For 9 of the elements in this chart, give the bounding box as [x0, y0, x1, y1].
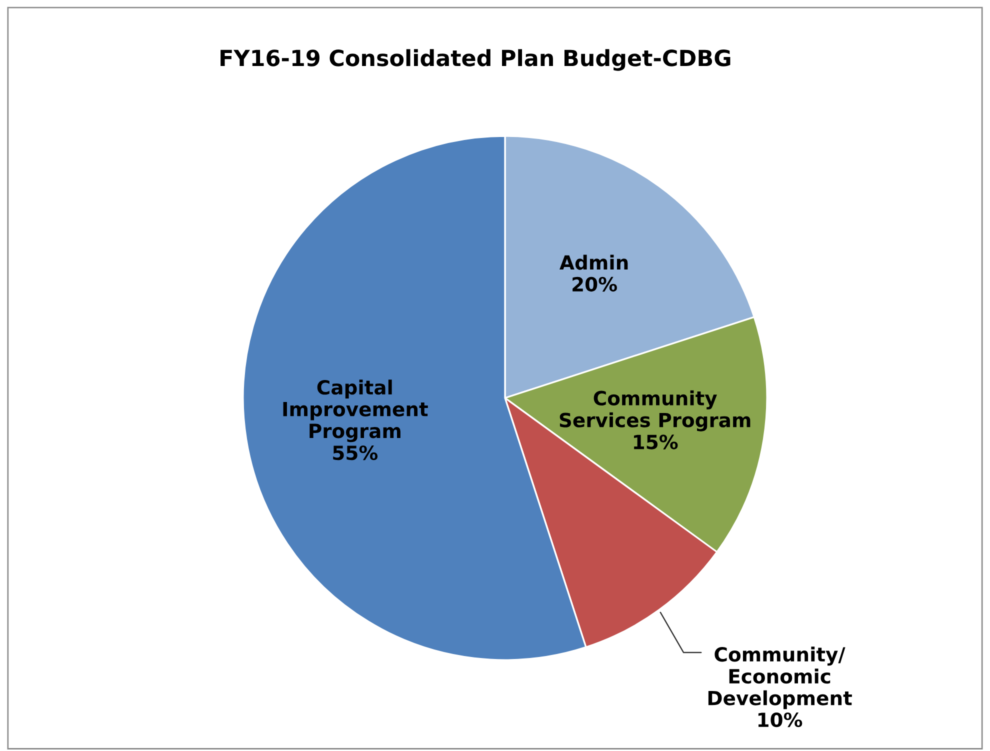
data-label: 20%: [572, 276, 617, 292]
data-label: 55%: [333, 445, 378, 460]
slice-label: Community Services Program: [560, 390, 750, 432]
slice-label: Capital Improvement Program: [283, 380, 428, 442]
data-label: 10%: [758, 712, 802, 728]
slice-label: Community/ Economic Development: [708, 646, 852, 710]
slice-label: Admin: [560, 254, 628, 270]
data-label: 15%: [634, 434, 678, 450]
chart-title: FY16-19 Consolidated Plan Budget-CDBG: [220, 49, 730, 71]
